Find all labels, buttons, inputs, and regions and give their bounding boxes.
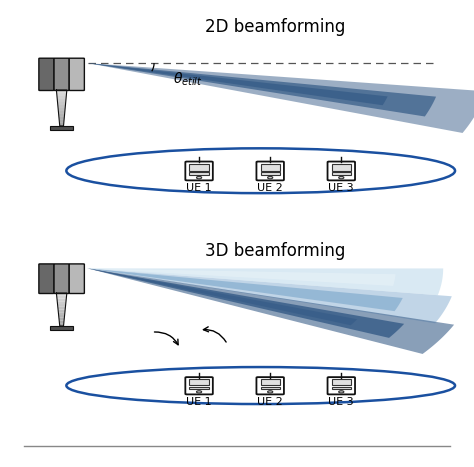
Polygon shape — [57, 102, 66, 105]
Polygon shape — [58, 310, 65, 312]
FancyBboxPatch shape — [54, 264, 69, 293]
Text: 3D beamforming: 3D beamforming — [205, 242, 345, 260]
Polygon shape — [88, 269, 357, 325]
Polygon shape — [58, 105, 65, 108]
Text: UE 3: UE 3 — [328, 183, 354, 193]
Polygon shape — [57, 93, 66, 96]
FancyBboxPatch shape — [256, 377, 284, 395]
Polygon shape — [58, 312, 65, 315]
Bar — [261, 387, 280, 389]
Bar — [50, 126, 73, 130]
FancyBboxPatch shape — [39, 58, 54, 91]
Circle shape — [197, 391, 201, 393]
FancyArrowPatch shape — [155, 332, 178, 345]
Polygon shape — [88, 269, 403, 311]
FancyBboxPatch shape — [185, 377, 213, 395]
Polygon shape — [56, 90, 67, 93]
Circle shape — [268, 391, 273, 393]
Polygon shape — [88, 63, 388, 105]
FancyArrowPatch shape — [203, 327, 226, 342]
Polygon shape — [59, 120, 64, 123]
Text: UE 2: UE 2 — [257, 397, 283, 407]
Polygon shape — [58, 108, 65, 111]
FancyBboxPatch shape — [69, 58, 84, 91]
Text: UE 1: UE 1 — [186, 183, 212, 193]
FancyBboxPatch shape — [39, 264, 54, 293]
Circle shape — [197, 177, 201, 179]
Polygon shape — [57, 298, 66, 301]
Text: $\theta_{etilt}$: $\theta_{etilt}$ — [173, 70, 203, 87]
Polygon shape — [59, 320, 64, 323]
FancyBboxPatch shape — [256, 162, 284, 180]
Bar — [261, 164, 280, 170]
Polygon shape — [88, 63, 474, 133]
FancyBboxPatch shape — [328, 377, 355, 395]
Polygon shape — [57, 301, 66, 304]
Bar — [190, 379, 209, 385]
Bar — [261, 172, 280, 175]
Bar — [50, 326, 73, 330]
Bar — [190, 164, 209, 170]
FancyBboxPatch shape — [328, 162, 355, 180]
Bar — [332, 164, 351, 170]
Circle shape — [339, 391, 344, 393]
Polygon shape — [88, 269, 452, 323]
Polygon shape — [59, 123, 64, 126]
Text: 2D beamforming: 2D beamforming — [205, 18, 345, 36]
Polygon shape — [58, 307, 65, 310]
Polygon shape — [57, 296, 66, 298]
Polygon shape — [88, 269, 404, 338]
Text: UE 1: UE 1 — [186, 397, 212, 407]
Polygon shape — [88, 269, 395, 286]
Text: UE 2: UE 2 — [257, 183, 283, 193]
Bar — [332, 387, 351, 389]
Polygon shape — [59, 315, 64, 318]
Polygon shape — [57, 96, 66, 99]
Polygon shape — [59, 318, 64, 320]
FancyBboxPatch shape — [69, 264, 84, 293]
Polygon shape — [59, 323, 64, 326]
Polygon shape — [88, 269, 454, 354]
Bar — [332, 379, 351, 385]
Bar — [190, 387, 209, 389]
Polygon shape — [57, 99, 66, 102]
Polygon shape — [57, 304, 66, 307]
Bar — [261, 379, 280, 385]
FancyBboxPatch shape — [185, 162, 213, 180]
Polygon shape — [59, 114, 64, 117]
Text: UE 3: UE 3 — [328, 397, 354, 407]
Bar — [332, 172, 351, 175]
Polygon shape — [88, 269, 443, 295]
Polygon shape — [56, 293, 67, 296]
FancyBboxPatch shape — [54, 58, 69, 91]
Circle shape — [268, 177, 273, 179]
Polygon shape — [59, 117, 64, 120]
Bar — [190, 172, 209, 175]
Polygon shape — [88, 63, 436, 116]
Circle shape — [339, 177, 344, 179]
Polygon shape — [58, 111, 65, 114]
